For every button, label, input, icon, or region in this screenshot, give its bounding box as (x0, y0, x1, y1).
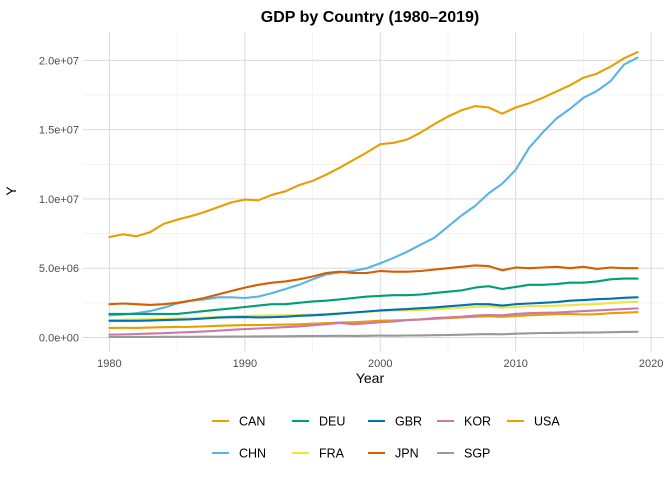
x-tick-label: 1980 (97, 358, 121, 370)
series-line-deu (108, 277, 639, 315)
series-line-sgp (108, 330, 639, 339)
series-line-usa (108, 51, 639, 239)
y-tick-label: 0.0e+00 (39, 332, 79, 344)
legend-item-usa: USA (507, 415, 560, 429)
y-tick-label: 5.0e+06 (39, 263, 79, 275)
legend-item-jpn: JPN (368, 447, 419, 461)
legend-item-gbr: GBR (368, 415, 422, 429)
y-axis-ticks: 0.0e+00 5.0e+06 1.0e+07 1.5e+07 2.0e+07 (39, 55, 79, 344)
legend-label: SGP (464, 447, 490, 461)
series-line-chn (108, 56, 639, 317)
legend-item-can: CAN (212, 415, 265, 429)
y-tick-label: 1.0e+07 (39, 194, 79, 206)
legend-label: GBR (395, 415, 422, 429)
legend-item-kor: KOR (437, 415, 491, 429)
grid-lines (83, 32, 664, 352)
y-axis-title: Y (3, 186, 19, 196)
legend-label: JPN (395, 447, 419, 461)
series-line-kor (108, 307, 639, 336)
x-axis-title: Year (356, 370, 385, 386)
y-tick-label: 1.5e+07 (39, 125, 79, 137)
legend-label: FRA (319, 447, 345, 461)
legend-label: DEU (319, 415, 345, 429)
series-line-jpn (108, 264, 639, 306)
y-tick-label: 2.0e+07 (39, 55, 79, 67)
legend-item-sgp: SGP (437, 447, 490, 461)
legend-label: CAN (239, 415, 265, 429)
legend: CAN DEU GBR KOR USA CHN FRA JPN SGP (212, 415, 560, 461)
x-tick-label: 2020 (639, 358, 663, 370)
legend-item-fra: FRA (292, 447, 345, 461)
series-line-gbr (108, 296, 639, 322)
series-line-can (108, 311, 639, 329)
series-lines (108, 51, 639, 339)
legend-item-deu: DEU (292, 415, 345, 429)
legend-label: KOR (464, 415, 491, 429)
x-tick-label: 1990 (233, 358, 257, 370)
legend-label: CHN (239, 447, 266, 461)
legend-item-chn: CHN (212, 447, 266, 461)
x-axis-ticks: 1980 1990 2000 2010 2020 (97, 358, 663, 370)
legend-label: USA (534, 415, 560, 429)
x-tick-label: 2010 (503, 358, 527, 370)
chart-title: GDP by Country (1980–2019) (261, 9, 479, 26)
x-tick-label: 2000 (368, 358, 392, 370)
